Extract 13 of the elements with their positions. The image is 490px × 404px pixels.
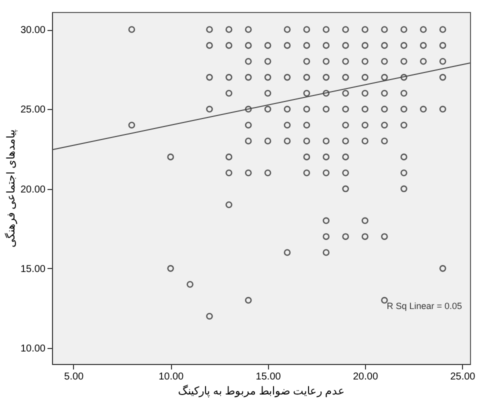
x-axis-title: عدم رعایت ضوابط مربوط به پارکینگ	[178, 384, 346, 398]
y-tick-label: 10.00	[20, 344, 46, 355]
annotation: R Sq Linear = 0.05	[386, 301, 462, 311]
x-tick-label: 15.00	[256, 372, 282, 382]
y-tick-label: 15.00	[20, 264, 46, 275]
y-tick-label: 25.00	[20, 104, 46, 116]
x-tick-label: 10.00	[158, 372, 184, 382]
x-tick-label: 20.00	[353, 372, 378, 382]
x-tick-label: 5.00	[64, 372, 84, 382]
y-tick-label: 30.00	[20, 25, 46, 36]
y-tick-label: 20.00	[20, 184, 46, 196]
x-tick-label: 25.00	[450, 372, 476, 382]
y-axis-title: پیامدهای اجتماعی فرهنگی	[4, 129, 18, 248]
